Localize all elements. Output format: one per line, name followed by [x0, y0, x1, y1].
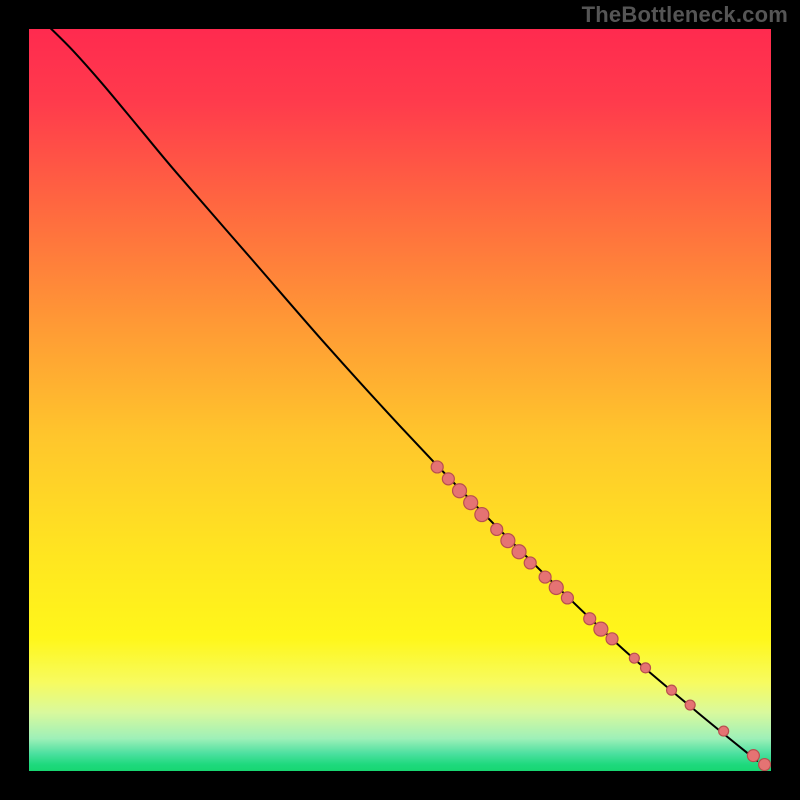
watermark-label: TheBottleneck.com: [582, 2, 788, 28]
data-marker: [464, 496, 478, 510]
data-marker: [641, 663, 651, 673]
data-marker: [594, 622, 608, 636]
data-marker: [539, 571, 551, 583]
data-marker: [453, 484, 467, 498]
data-marker: [549, 580, 563, 594]
data-marker: [747, 750, 759, 762]
data-marker: [759, 759, 771, 771]
data-marker: [561, 592, 573, 604]
data-marker: [629, 653, 639, 663]
plot-background: [28, 28, 772, 772]
data-marker: [475, 508, 489, 522]
data-marker: [512, 545, 526, 559]
data-marker: [524, 557, 536, 569]
data-marker: [719, 726, 729, 736]
bottleneck-chart: [0, 0, 800, 800]
chart-container: TheBottleneck.com: [0, 0, 800, 800]
data-marker: [667, 685, 677, 695]
data-marker: [584, 613, 596, 625]
data-marker: [501, 534, 515, 548]
data-marker: [431, 461, 443, 473]
data-marker: [442, 473, 454, 485]
data-marker: [491, 523, 503, 535]
data-marker: [685, 700, 695, 710]
data-marker: [606, 633, 618, 645]
